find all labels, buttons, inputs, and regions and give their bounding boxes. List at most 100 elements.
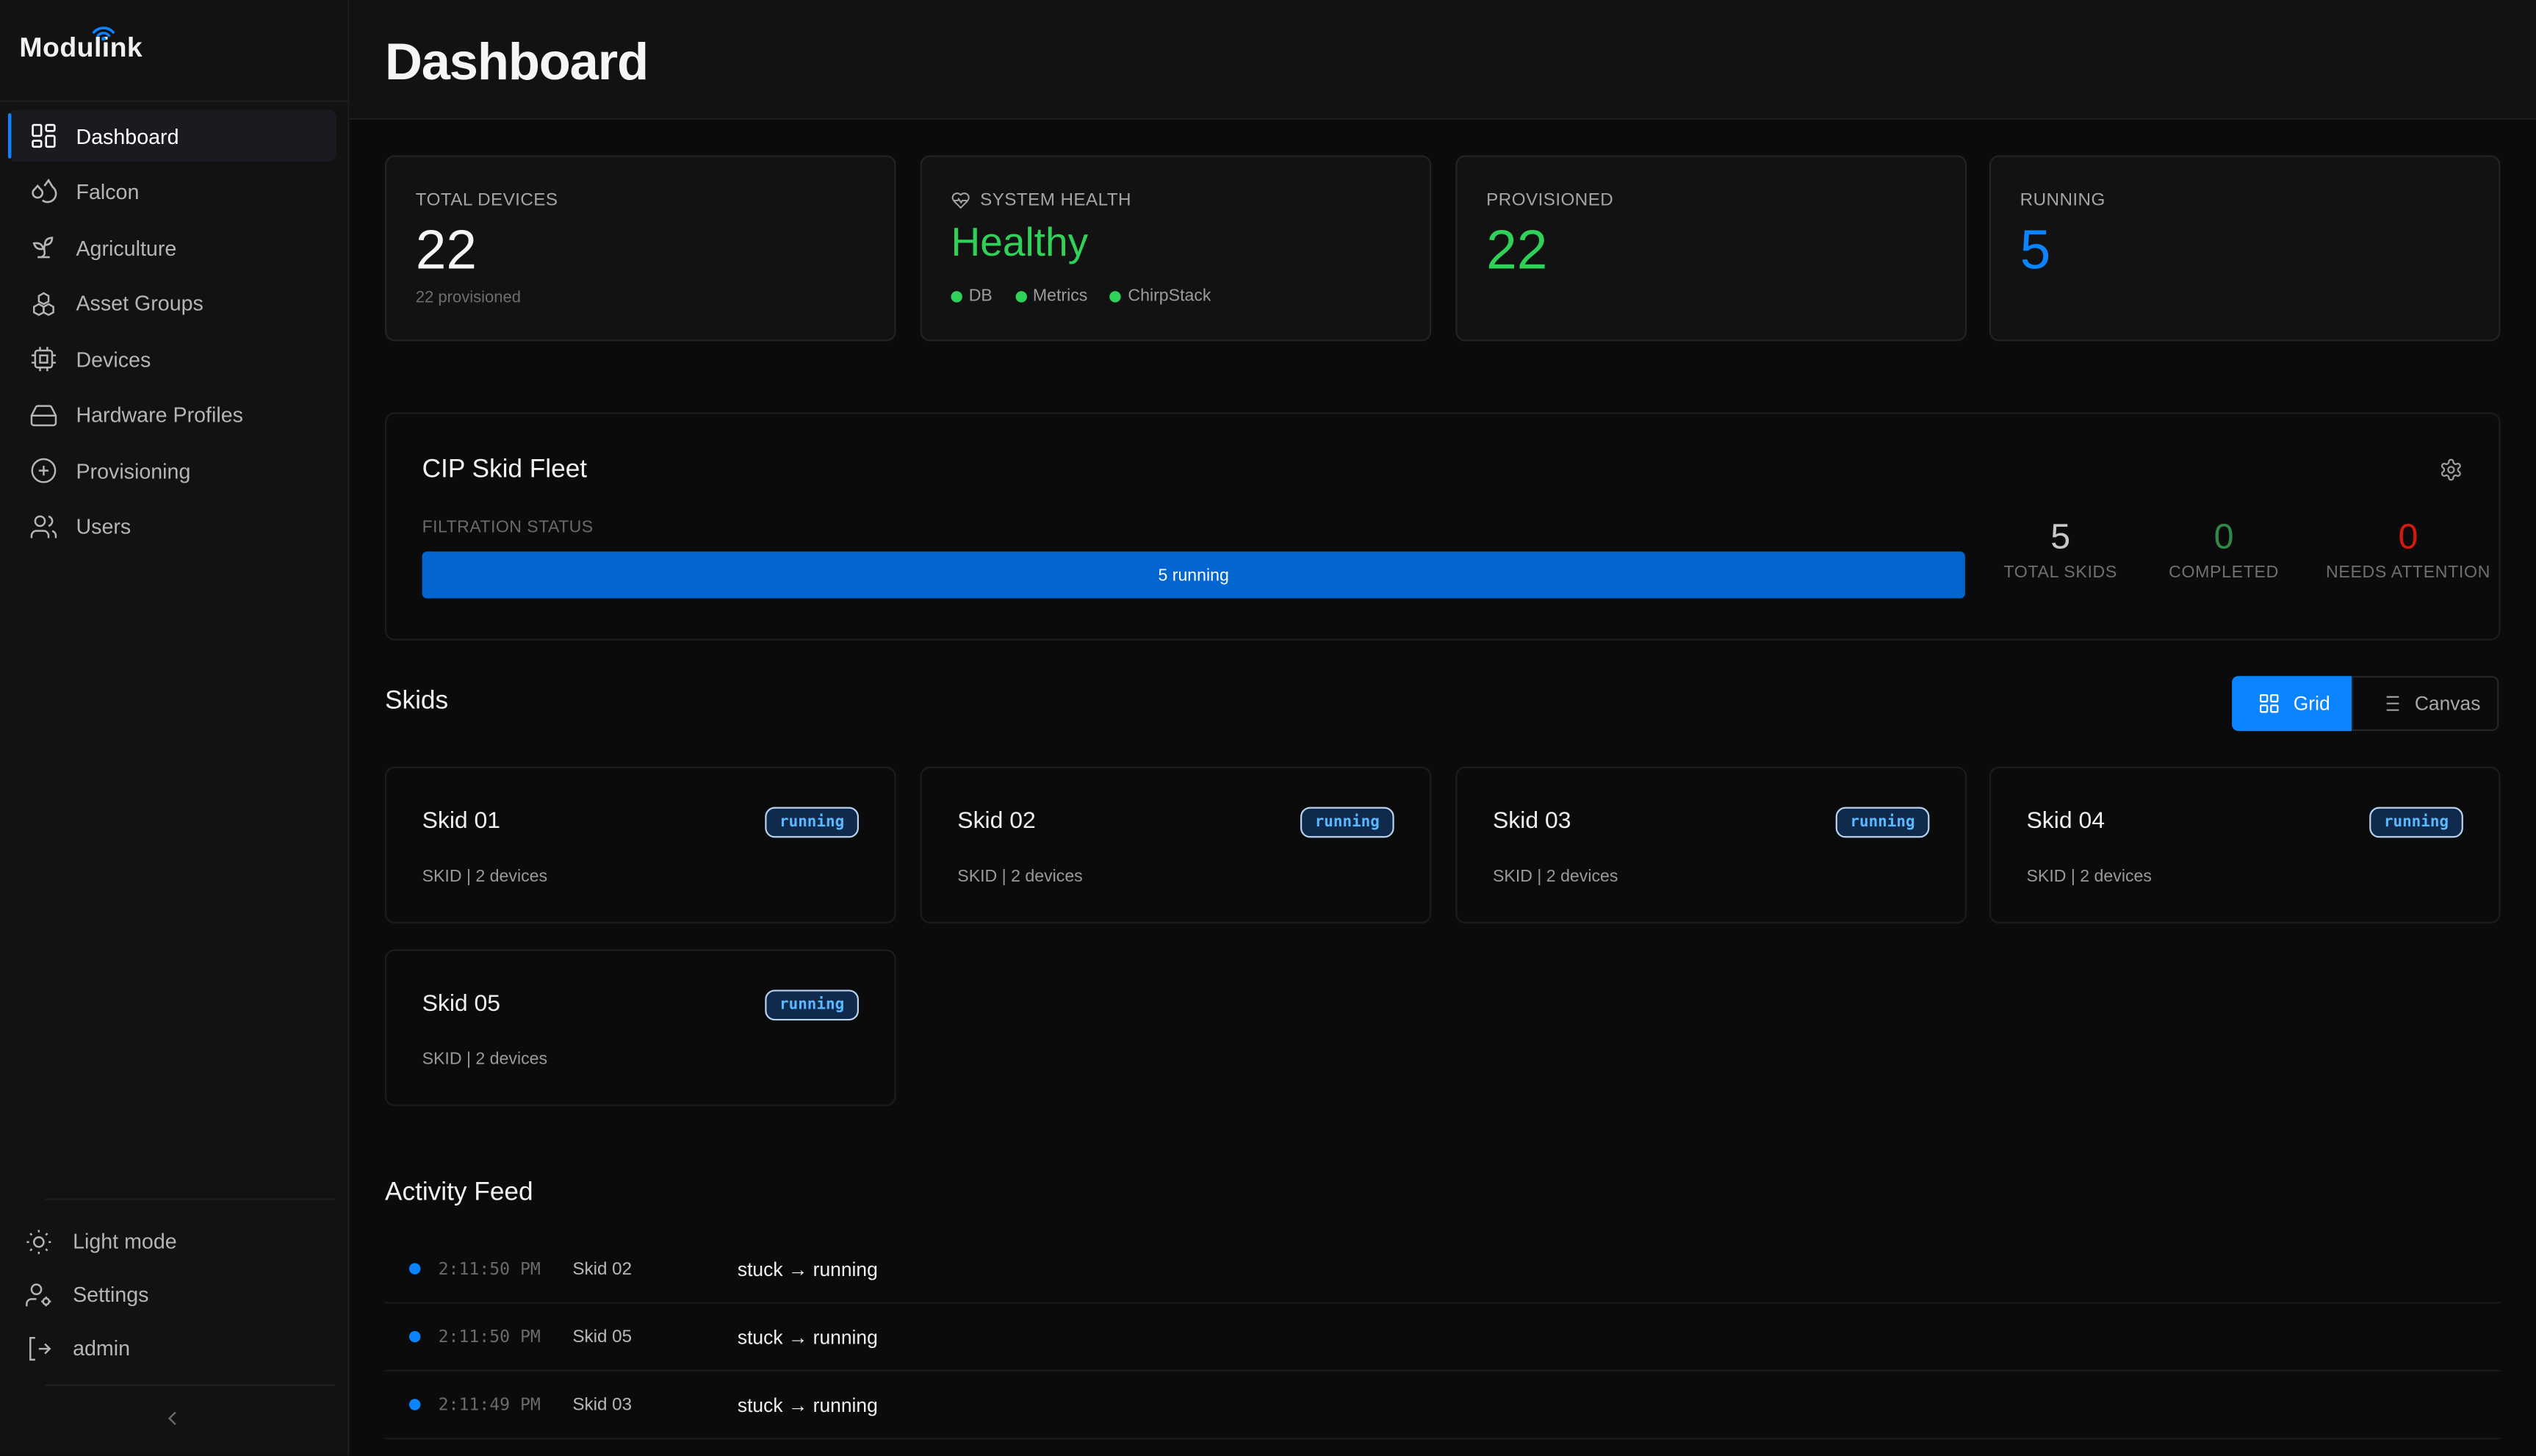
skids-title: Skids (384, 687, 449, 716)
status-badge: running (2369, 807, 2463, 838)
settings-button[interactable]: Settings (24, 1268, 331, 1322)
cpu-icon (31, 347, 56, 372)
canvas-view-button[interactable]: Canvas (2351, 676, 2499, 732)
skid-card[interactable]: Skid 05 running SKID | 2 devices (384, 949, 896, 1106)
page-header: Dashboard (349, 0, 2536, 120)
sidebar-nav: Dashboard Falcon Agriculture Asset Group… (8, 109, 336, 557)
stat-card-running: RUNNING 5 (1989, 155, 2501, 342)
health-dependencies: DB Metrics ChirpStack (951, 286, 1233, 306)
skid-name: Skid 01 (422, 808, 501, 835)
dep-metrics: Metrics (1015, 286, 1087, 306)
sidebar-item-dashboard[interactable]: Dashboard (8, 109, 336, 162)
sidebar-divider (0, 100, 348, 102)
skid-meta: SKID | 2 devices (2026, 867, 2152, 887)
activity-change: stuck → running (737, 1257, 878, 1280)
sidebar-item-label: Falcon (76, 179, 140, 204)
plus-circle-icon (31, 458, 57, 483)
logo[interactable]: Modulink (19, 26, 143, 71)
status-dot (1110, 290, 1122, 302)
activity-skid: Skid 02 (572, 1258, 633, 1279)
sidebar-item-label: Dashboard (76, 123, 179, 148)
main-content: TOTAL DEVICES 22 22 provisioned SYSTEM H… (350, 120, 2536, 1455)
activity-time: 2:11:49 PM (438, 1394, 541, 1415)
sidebar-item-agriculture[interactable]: Agriculture (8, 222, 336, 273)
skid-meta: SKID | 2 devices (422, 867, 548, 887)
status-badge: running (1300, 807, 1394, 838)
sidebar-bottom-nav: Light mode Settings admin (24, 1214, 331, 1374)
fleet-stats: 5 TOTAL SKIDS 0 COMPLETED 0 NEEDS ATTENT… (1998, 514, 2502, 582)
sun-icon (26, 1229, 51, 1254)
activity-row: 2:11:49 PM Skid 03 stuck → running (384, 1372, 2501, 1440)
sprout-icon (32, 237, 54, 259)
sidebar-bottom-divider (45, 1198, 335, 1200)
logout-button[interactable]: admin (24, 1322, 331, 1375)
activity-dot (408, 1330, 421, 1343)
stat-subtext: 22 provisioned (415, 289, 521, 308)
user-cog-icon (26, 1283, 51, 1306)
sidebar-item-provisioning[interactable]: Provisioning (8, 444, 336, 496)
skid-meta: SKID | 2 devices (422, 1049, 548, 1070)
sidebar-item-devices[interactable]: Devices (8, 334, 336, 385)
sidebar-item-falcon[interactable]: Falcon (8, 166, 336, 217)
skid-card[interactable]: Skid 03 running SKID | 2 devices (1455, 766, 1967, 924)
app-name: Modulink (19, 32, 143, 63)
sidebar-item-label: Provisioning (76, 458, 191, 483)
skid-card[interactable]: Skid 04 running SKID | 2 devices (1989, 766, 2501, 924)
stat-card-provisioned: PROVISIONED 22 (1455, 155, 1967, 342)
skid-card[interactable]: Skid 02 running SKID | 2 devices (920, 766, 1432, 924)
activity-dot (408, 1399, 421, 1410)
filtration-status-bar[interactable]: 5 running (422, 551, 1965, 599)
fleet-stat-completed: 0 COMPLETED (2169, 516, 2279, 583)
sidebar-item-asset-groups[interactable]: Asset Groups (8, 278, 336, 329)
sidebar-item-label: Agriculture (76, 235, 177, 260)
sidebar-item-hardware-profiles[interactable]: Hardware Profiles (8, 389, 336, 440)
activity-time: 2:11:50 PM (438, 1327, 541, 1347)
fleet-title: CIP Skid Fleet (422, 455, 588, 484)
sidebar-item-label: Hardware Profiles (76, 403, 243, 428)
droplets-icon (32, 178, 57, 203)
activity-time: 2:11:50 PM (438, 1258, 541, 1279)
dep-chirpstack: ChirpStack (1110, 286, 1211, 306)
status-badge: running (765, 990, 859, 1021)
grid-icon (2259, 693, 2279, 713)
status-dot (951, 290, 962, 302)
sidebar-item-label: Users (76, 514, 132, 539)
view-toggle: Grid Canvas (2232, 676, 2499, 732)
skid-card[interactable]: Skid 01 running SKID | 2 devices (384, 766, 896, 924)
sidebar-bottom-divider (45, 1384, 335, 1386)
grid-view-button[interactable]: Grid (2232, 676, 2352, 732)
stat-label: SYSTEM HEALTH (951, 191, 1131, 210)
gear-icon[interactable] (2439, 458, 2463, 482)
stat-card-total-devices: TOTAL DEVICES 22 22 provisioned (384, 155, 896, 342)
users-icon (30, 514, 57, 538)
skid-name: Skid 03 (1492, 808, 1571, 835)
sidebar-item-label: Devices (76, 347, 151, 372)
activity-row: 2:11:50 PM Skid 05 stuck → running (384, 1303, 2501, 1372)
log-out-icon (29, 1336, 51, 1361)
activity-skid: Skid 03 (572, 1394, 633, 1415)
skid-meta: SKID | 2 devices (1492, 867, 1618, 887)
activity-change: stuck → running (737, 1325, 878, 1348)
boxes-icon (32, 291, 54, 316)
status-badge: running (765, 807, 859, 838)
skid-name: Skid 02 (957, 808, 1036, 835)
chevron-left-icon[interactable] (159, 1404, 188, 1433)
activity-feed: 2:11:50 PM Skid 02 stuck → running 2:11:… (384, 1236, 2501, 1440)
activity-feed-title: Activity Feed (384, 1178, 533, 1207)
dashboard-icon (32, 123, 56, 148)
activity-row: 2:11:50 PM Skid 02 stuck → running (384, 1236, 2501, 1304)
heart-pulse-icon (951, 192, 970, 209)
fleet-panel: CIP Skid Fleet FILTRATION STATUS 5 runni… (384, 412, 2502, 641)
list-icon (2382, 696, 2399, 711)
dep-db: DB (951, 286, 993, 306)
sidebar: Modulink Dashboard Falcon Agriculture (0, 0, 350, 1456)
health-status: Healthy (951, 220, 1089, 266)
stat-label: RUNNING (2020, 190, 2105, 211)
filtration-status-label: FILTRATION STATUS (422, 517, 594, 537)
stat-value: 22 (415, 220, 478, 282)
light-mode-label: Light mode (73, 1229, 177, 1254)
sidebar-item-users[interactable]: Users (8, 500, 336, 552)
page-title: Dashboard (384, 32, 649, 91)
stat-value: 5 (2020, 220, 2051, 282)
light-mode-button[interactable]: Light mode (24, 1214, 331, 1268)
